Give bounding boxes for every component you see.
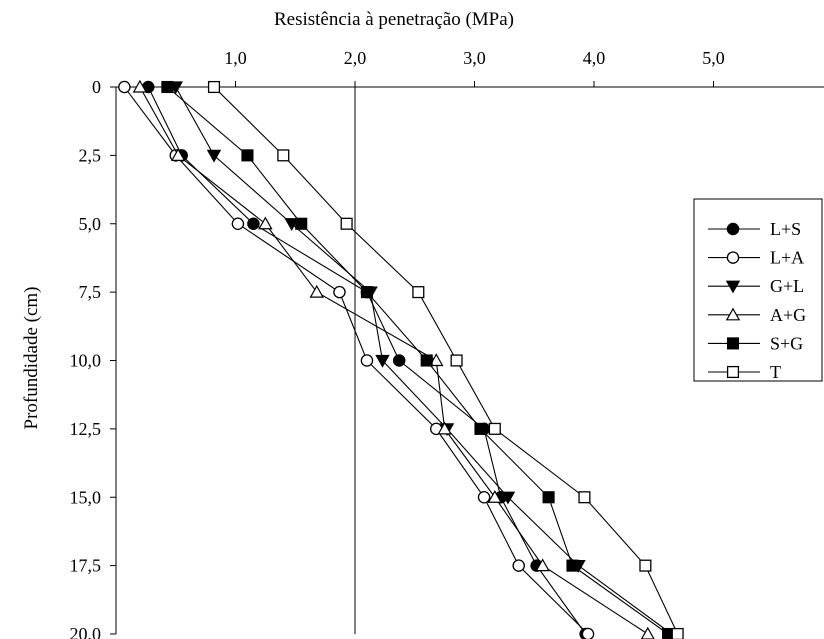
data-point [640, 626, 655, 639]
legend-item: T [708, 362, 781, 382]
data-point [474, 422, 487, 435]
chart-title: Resistência à penetração (MPa) [274, 9, 514, 30]
legend-marker [726, 337, 740, 350]
series-line [123, 86, 589, 635]
data-point [450, 354, 463, 367]
data-point [360, 286, 373, 299]
data-point [132, 79, 148, 93]
data-point [566, 559, 579, 572]
axes: 1,0 2,0 3,0 4,0 5,0 0 2,5 5,0 7,5 10,0 12,5 15,0 17,… [70, 48, 824, 639]
data-point [118, 80, 131, 94]
legend-label: G+L [770, 276, 804, 296]
y-tick-label: 2,5 [79, 145, 102, 165]
legend-marker [725, 280, 741, 294]
data-point [231, 217, 245, 230]
data-point [241, 149, 254, 162]
y-tick-label: 7,5 [79, 282, 102, 302]
data-point [437, 421, 452, 435]
legend-item: A+G [708, 305, 806, 325]
series-line [213, 86, 679, 635]
data-point [340, 217, 353, 230]
series-a-g [132, 79, 655, 639]
data-point [375, 354, 390, 368]
data-point [170, 148, 186, 161]
series-s-g [161, 80, 675, 639]
y-tick-label: 5,0 [79, 214, 102, 234]
y-tick-label: 0 [92, 77, 101, 97]
data-point [333, 285, 346, 299]
data-point [671, 627, 684, 639]
legend-item: S+G [708, 333, 803, 353]
x-tick-label: 1,0 [224, 48, 247, 68]
data-point [512, 559, 525, 572]
legend: L+S L+A G+L A+G S+G T [693, 198, 823, 382]
legend-item: L+S [708, 219, 801, 239]
data-point [578, 491, 591, 504]
legend-label: T [770, 362, 781, 382]
data-point [581, 627, 595, 639]
legend-marker [725, 307, 741, 321]
legend-item: L+A [708, 248, 804, 268]
legend-label: L+A [770, 248, 804, 268]
data-point [487, 490, 503, 503]
data-point [542, 491, 555, 504]
data-point [535, 558, 550, 572]
legend-marker [726, 251, 740, 264]
x-tick-label: 4,0 [583, 48, 606, 68]
data-point [500, 491, 516, 505]
data-point [420, 354, 433, 367]
x-tick-label: 2,0 [344, 48, 367, 68]
legend-marker [726, 222, 740, 236]
legend-label: A+G [770, 305, 806, 325]
series-line [167, 86, 669, 635]
data-point [295, 217, 308, 230]
data-point [284, 218, 299, 231]
y-tick-label: 17,5 [70, 556, 102, 576]
data-point [247, 217, 260, 230]
x-tick-label: 5,0 [702, 48, 725, 68]
data-point [477, 490, 491, 504]
data-point [412, 286, 425, 299]
data-point [207, 80, 221, 94]
data-point [309, 284, 324, 298]
y-tick-label: 12,5 [70, 419, 102, 439]
x-tick-label: 3,0 [463, 48, 486, 68]
data-point [277, 149, 290, 162]
legend-label: L+S [770, 219, 801, 239]
data-point [161, 80, 174, 94]
series-group [118, 79, 684, 639]
y-tick-label: 10,0 [70, 351, 102, 371]
data-point [639, 559, 652, 572]
data-point [429, 353, 444, 367]
data-point [360, 354, 374, 367]
data-point [488, 422, 501, 435]
y-axis-label: Profundidade (cm) [21, 287, 42, 430]
legend-label: S+G [770, 333, 803, 353]
legend-item: G+L [708, 276, 804, 296]
legend-marker [726, 365, 740, 379]
y-tick-label: 20,0 [70, 624, 102, 639]
data-point [258, 216, 273, 230]
data-point [392, 354, 406, 367]
series-t [207, 80, 684, 639]
data-point [206, 149, 222, 163]
y-tick-label: 15,0 [70, 487, 102, 507]
